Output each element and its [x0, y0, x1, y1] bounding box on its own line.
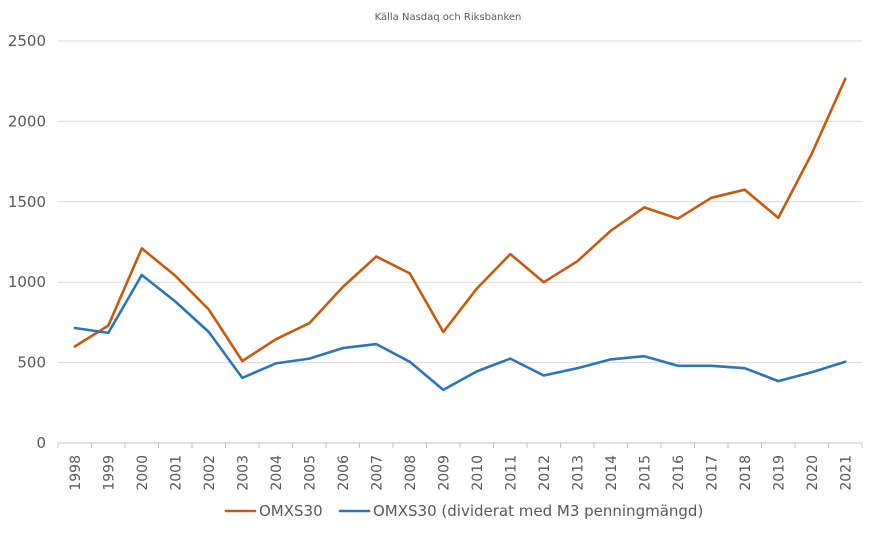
x-tick-label: 2001	[168, 455, 184, 491]
series-line-1	[73, 77, 847, 363]
series-lines	[73, 77, 847, 392]
y-tick-label: 500	[17, 354, 46, 372]
gridlines	[58, 40, 862, 444]
x-tick-label: 2004	[269, 455, 285, 491]
x-tick-label: 2016	[671, 455, 687, 491]
x-tick-label: 2009	[436, 455, 452, 491]
legend-label: OMXS30 (dividerat med M3 penningmängd)	[373, 502, 703, 520]
y-tick-label: 0	[36, 434, 46, 452]
y-tick-label: 1500	[8, 193, 46, 211]
x-tick-label: 2020	[805, 455, 821, 491]
y-axis-ticks: 0 500 1000 1500 2000 2500	[8, 32, 46, 452]
x-tick-label: 2012	[537, 455, 553, 491]
x-tick-label: 2014	[604, 455, 620, 491]
x-tick-label: 2007	[369, 455, 385, 491]
source-note: Källa Nasdaq och Riksbanken	[375, 12, 522, 23]
y-tick-label: 2500	[8, 32, 46, 50]
x-tick-label: 2013	[570, 455, 586, 491]
x-tick-label: 2011	[503, 455, 519, 491]
x-tick-label: 2000	[135, 455, 151, 491]
legend-label: OMXS30	[259, 502, 323, 520]
legend: OMXS30 OMXS30 (dividerat med M3 penningmä…	[224, 502, 703, 520]
x-tick-label: 2021	[838, 455, 854, 491]
x-axis-ticks: 1998 1999 2000 2001 2002 2003 2004 2005 2006 2007…	[57, 443, 863, 491]
x-tick-label: 2003	[235, 455, 251, 491]
x-tick-label: 2006	[336, 455, 352, 491]
x-tick-label: 2019	[771, 455, 787, 491]
x-tick-label: 1998	[68, 455, 84, 491]
x-tick-label: 1999	[101, 455, 117, 491]
y-tick-label: 2000	[8, 112, 46, 130]
x-tick-label: 2010	[470, 455, 486, 491]
x-tick-label: 2005	[302, 455, 318, 491]
x-tick-label: 2015	[637, 455, 653, 491]
x-tick-label: 2002	[202, 455, 218, 491]
x-tick-label: 2018	[738, 455, 754, 491]
x-tick-label: 2008	[403, 455, 419, 491]
series-line-2	[73, 273, 847, 392]
y-tick-label: 1000	[8, 273, 46, 291]
x-tick-label: 2017	[704, 455, 720, 491]
